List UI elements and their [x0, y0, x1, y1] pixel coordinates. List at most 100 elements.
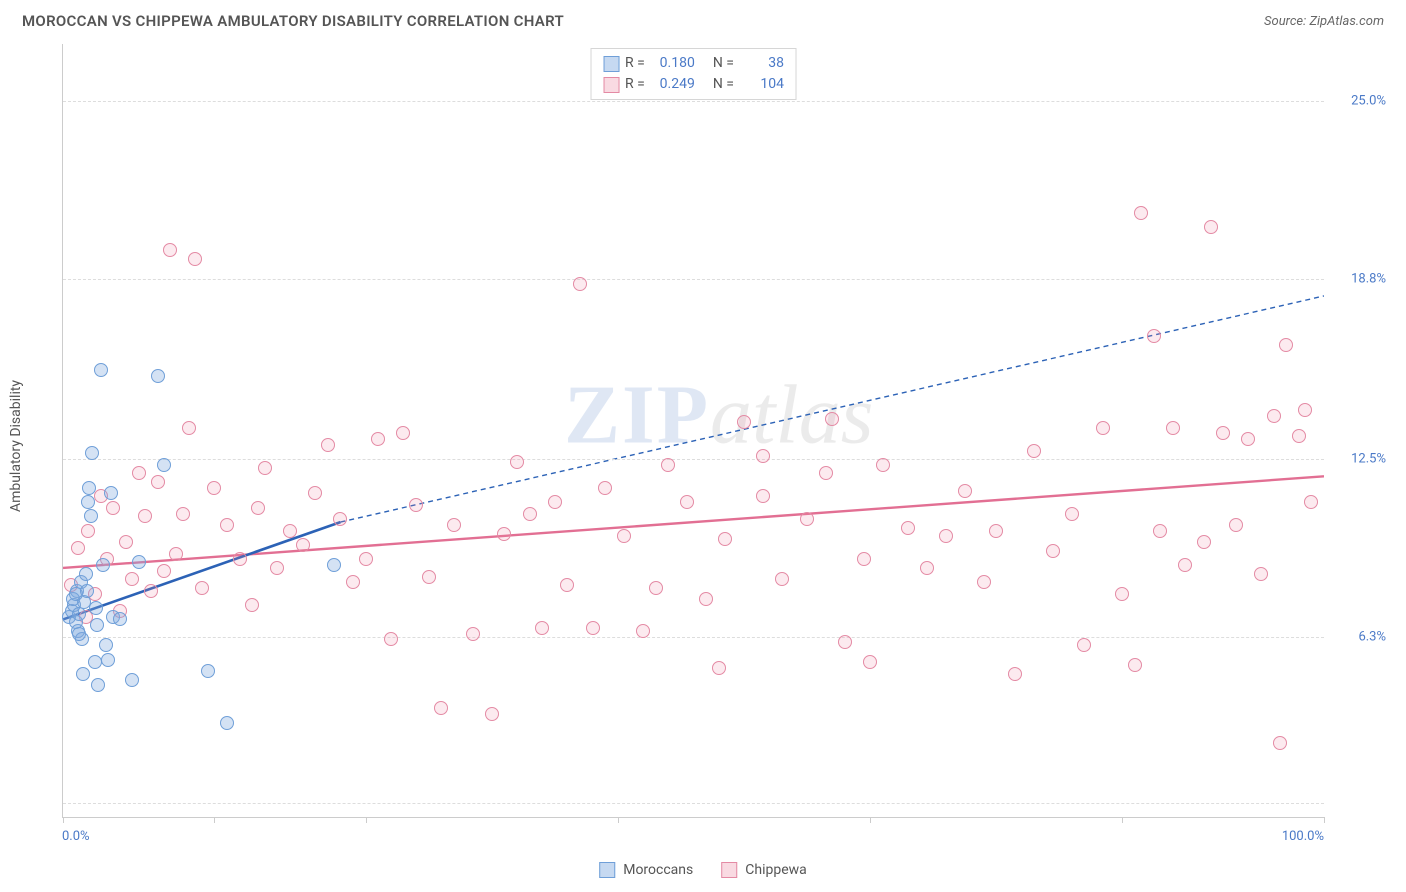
- y-tick-label: 25.0%: [1332, 94, 1386, 109]
- data-point-series-b: [1008, 667, 1022, 681]
- data-point-series-b: [1077, 638, 1091, 652]
- data-point-series-b: [1279, 338, 1293, 352]
- data-point-series-a: [84, 509, 98, 523]
- data-point-series-a: [85, 446, 99, 460]
- data-point-series-b: [1096, 421, 1110, 435]
- data-point-series-b: [151, 475, 165, 489]
- data-point-series-b: [548, 495, 562, 509]
- legend-item-a: Moroccans: [599, 862, 693, 878]
- data-point-series-b: [125, 572, 139, 586]
- data-point-series-a: [72, 627, 86, 641]
- data-point-series-b: [819, 466, 833, 480]
- data-point-series-b: [1216, 426, 1230, 440]
- data-point-series-b: [838, 635, 852, 649]
- swatch-icon: [721, 862, 737, 878]
- correlation-stat-box: R = 0.180 N = 38 R = 0.249 N = 104: [590, 48, 797, 100]
- data-point-series-b: [245, 598, 259, 612]
- data-point-series-b: [1178, 558, 1192, 572]
- data-point-series-b: [81, 524, 95, 538]
- data-point-series-b: [1134, 206, 1148, 220]
- data-point-series-b: [346, 575, 360, 589]
- x-tick: [870, 817, 871, 823]
- x-axis-min-label: 0.0%: [62, 829, 90, 844]
- x-tick: [618, 817, 619, 823]
- swatch-series-a: [603, 56, 619, 72]
- data-point-series-b: [434, 701, 448, 715]
- gridline: [63, 803, 1324, 804]
- data-point-series-b: [447, 518, 461, 532]
- data-point-series-b: [1147, 329, 1161, 343]
- data-point-series-b: [1128, 658, 1142, 672]
- data-point-series-b: [1273, 736, 1287, 750]
- data-point-series-b: [756, 489, 770, 503]
- data-point-series-b: [409, 498, 423, 512]
- y-tick-label: 18.8%: [1332, 271, 1386, 286]
- data-point-series-b: [1304, 495, 1318, 509]
- data-point-series-a: [94, 363, 108, 377]
- data-point-series-a: [101, 653, 115, 667]
- data-point-series-b: [1298, 403, 1312, 417]
- data-point-series-b: [396, 426, 410, 440]
- data-point-series-b: [220, 518, 234, 532]
- gridline: [63, 637, 1324, 638]
- data-point-series-b: [857, 552, 871, 566]
- x-tick: [1122, 817, 1123, 823]
- swatch-series-b: [603, 77, 619, 93]
- data-point-series-b: [699, 592, 713, 606]
- data-point-series-b: [920, 561, 934, 575]
- data-point-series-b: [636, 624, 650, 638]
- data-point-series-b: [1241, 432, 1255, 446]
- data-point-series-b: [144, 584, 158, 598]
- data-point-series-b: [718, 532, 732, 546]
- data-point-series-b: [258, 461, 272, 475]
- y-tick-label: 12.5%: [1332, 452, 1386, 467]
- data-point-series-b: [560, 578, 574, 592]
- data-point-series-b: [737, 415, 751, 429]
- data-point-series-a: [113, 612, 127, 626]
- data-point-series-a: [96, 558, 110, 572]
- data-point-series-b: [712, 661, 726, 675]
- data-point-series-b: [195, 581, 209, 595]
- data-point-series-b: [535, 621, 549, 635]
- data-point-series-b: [573, 277, 587, 291]
- data-point-series-a: [157, 458, 171, 472]
- data-point-series-b: [1046, 544, 1060, 558]
- data-point-series-b: [497, 527, 511, 541]
- data-point-series-a: [104, 486, 118, 500]
- data-point-series-b: [939, 529, 953, 543]
- data-point-series-b: [1197, 535, 1211, 549]
- data-point-series-b: [371, 432, 385, 446]
- data-point-series-b: [71, 541, 85, 555]
- data-point-series-b: [138, 509, 152, 523]
- data-point-series-b: [321, 438, 335, 452]
- data-point-series-b: [649, 581, 663, 595]
- data-point-series-a: [88, 655, 102, 669]
- plot-area: ZIPatlas R = 0.180 N = 38 R = 0.249 N = …: [62, 44, 1324, 818]
- data-point-series-b: [163, 243, 177, 257]
- data-point-series-a: [201, 664, 215, 678]
- data-point-series-a: [80, 584, 94, 598]
- data-point-series-a: [90, 618, 104, 632]
- legend: Moroccans Chippewa: [599, 862, 807, 878]
- data-point-series-b: [132, 466, 146, 480]
- data-point-series-b: [485, 707, 499, 721]
- data-point-series-b: [176, 507, 190, 521]
- trend-lines: [63, 44, 1324, 817]
- data-point-series-a: [132, 555, 146, 569]
- data-point-series-b: [106, 501, 120, 515]
- data-point-series-a: [220, 716, 234, 730]
- data-point-series-b: [901, 521, 915, 535]
- legend-item-b: Chippewa: [721, 862, 807, 878]
- stat-row-b: R = 0.249 N = 104: [603, 74, 784, 95]
- data-point-series-a: [327, 558, 341, 572]
- chart-area: Ambulatory Disability ZIPatlas R = 0.180…: [22, 44, 1394, 848]
- data-point-series-b: [825, 412, 839, 426]
- x-tick: [63, 817, 64, 823]
- data-point-series-b: [958, 484, 972, 498]
- data-point-series-b: [384, 632, 398, 646]
- data-point-series-b: [977, 575, 991, 589]
- data-point-series-b: [333, 512, 347, 526]
- data-point-series-b: [283, 524, 297, 538]
- data-point-series-b: [586, 621, 600, 635]
- data-point-series-a: [125, 673, 139, 687]
